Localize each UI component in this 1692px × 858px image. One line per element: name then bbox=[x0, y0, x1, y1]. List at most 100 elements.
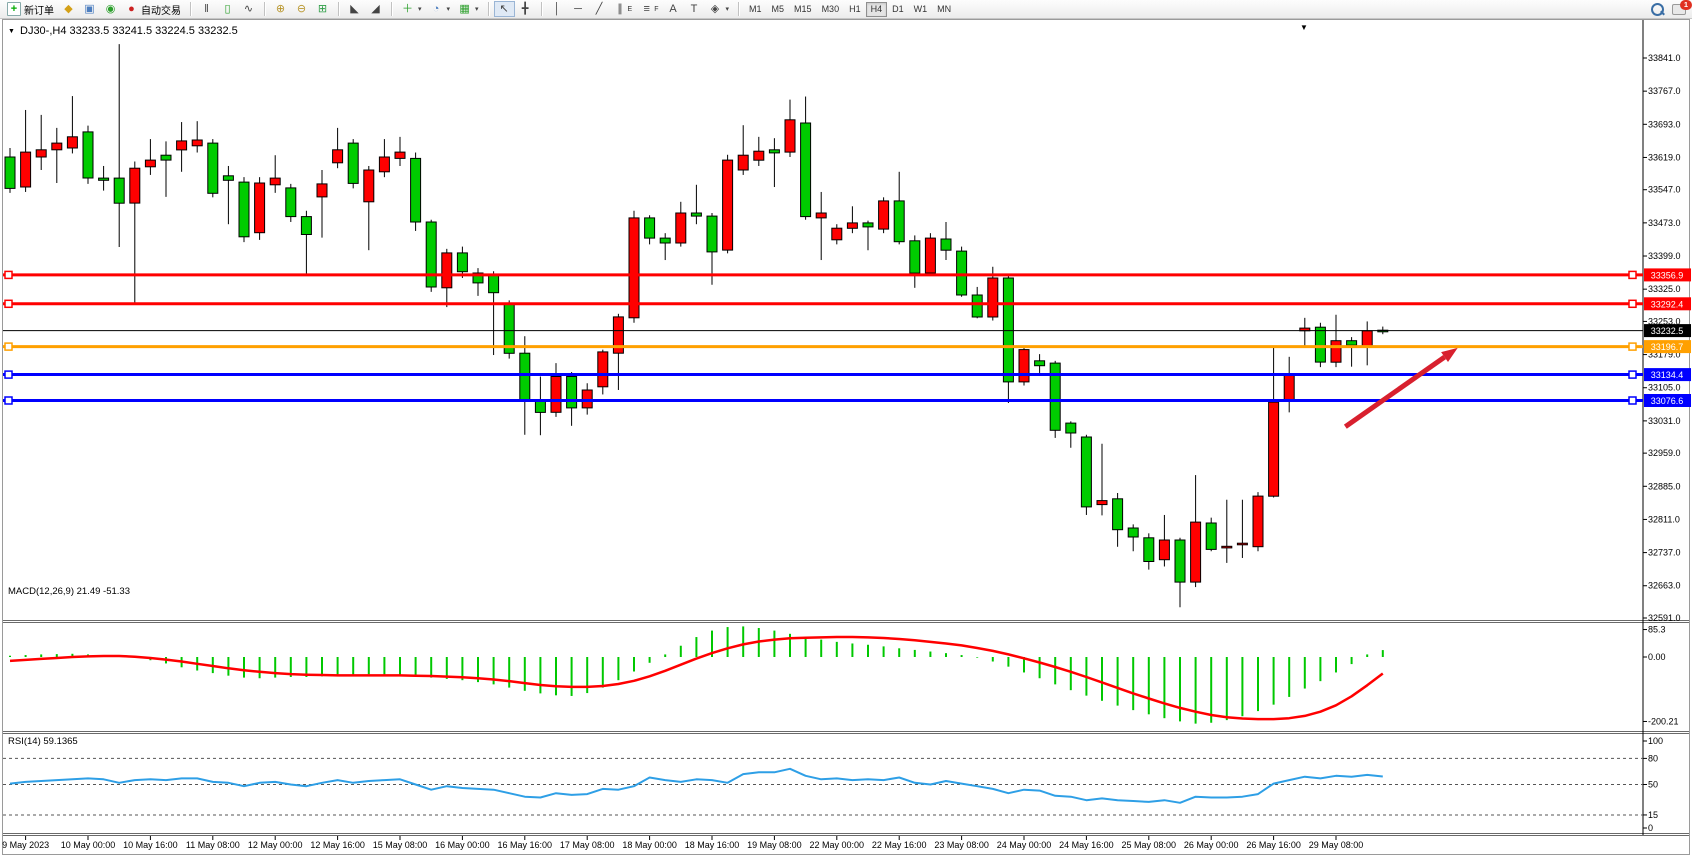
candle-body-up[interactable] bbox=[144, 159, 156, 168]
candle-body-up[interactable] bbox=[878, 200, 890, 230]
resistance-line-2-handle[interactable] bbox=[4, 299, 13, 309]
candle-body-down[interactable] bbox=[956, 250, 968, 296]
candle-body-up[interactable] bbox=[1283, 373, 1295, 402]
text-tool-button[interactable]: A bbox=[663, 1, 684, 17]
candle-body-down[interactable] bbox=[4, 156, 16, 189]
candle-body-down[interactable] bbox=[488, 274, 500, 294]
candle-body-up[interactable] bbox=[316, 183, 328, 198]
periods-button[interactable]: ◔ ▾ bbox=[426, 1, 455, 17]
candle-body-up[interactable] bbox=[815, 212, 827, 219]
candle-body-down[interactable] bbox=[1205, 522, 1217, 550]
candle-body-down[interactable] bbox=[1346, 340, 1358, 346]
vertical-line-button[interactable]: │ bbox=[547, 1, 568, 17]
candle-body-down[interactable] bbox=[566, 376, 578, 409]
candle-body-down[interactable] bbox=[347, 142, 359, 184]
annotation-arrow-head[interactable] bbox=[1441, 347, 1458, 362]
candle-body-up[interactable] bbox=[924, 237, 936, 274]
timeframe-button-mn[interactable]: MN bbox=[932, 2, 956, 17]
pivot-line-handle[interactable] bbox=[1628, 342, 1637, 351]
candle-body-up[interactable] bbox=[1190, 521, 1202, 583]
candle-body-down[interactable] bbox=[410, 157, 422, 223]
candle-body-down[interactable] bbox=[82, 131, 94, 179]
candle-body-up[interactable] bbox=[597, 351, 609, 388]
candles[interactable] bbox=[4, 44, 1389, 608]
fibonacci-button[interactable]: ≡ F bbox=[636, 1, 662, 17]
candle-body-down[interactable] bbox=[1002, 277, 1014, 383]
channel-button[interactable]: ∥ E bbox=[610, 1, 637, 17]
candle-body-up[interactable] bbox=[628, 217, 640, 319]
tile-windows-button[interactable]: ⊞ bbox=[312, 1, 333, 17]
zoom-in-button[interactable]: ⊕ bbox=[270, 1, 291, 17]
horizontal-line-button[interactable]: ─ bbox=[568, 1, 589, 17]
market-watch-button[interactable]: ▣ bbox=[79, 1, 100, 17]
candle-body-up[interactable] bbox=[675, 212, 687, 244]
resistance-line-1-handle[interactable] bbox=[1628, 270, 1637, 280]
candle-body-down[interactable] bbox=[519, 352, 531, 401]
candle-body-up[interactable] bbox=[441, 252, 453, 289]
candle-body-up[interactable] bbox=[784, 119, 796, 153]
candle-body-up[interactable] bbox=[51, 142, 63, 151]
indicators-button[interactable]: ＋ ▾ bbox=[397, 1, 426, 17]
auto-scroll-button[interactable]: ◢ bbox=[365, 1, 386, 17]
search-icon[interactable] bbox=[1651, 2, 1664, 16]
candle-body-down[interactable] bbox=[285, 187, 297, 218]
candle-body-down[interactable] bbox=[1065, 422, 1077, 434]
timeframe-button-d1[interactable]: D1 bbox=[887, 2, 909, 17]
zoom-out-button[interactable]: ⊖ bbox=[291, 1, 312, 17]
candle-body-down[interactable] bbox=[113, 177, 125, 204]
candle-body-up[interactable] bbox=[191, 139, 203, 147]
candle-body-down[interactable] bbox=[909, 240, 921, 274]
candle-body-down[interactable] bbox=[222, 175, 234, 181]
candle-body-up[interactable] bbox=[581, 389, 593, 409]
candle-body-up[interactable] bbox=[987, 277, 999, 318]
candle-body-down[interactable] bbox=[98, 177, 110, 181]
candle-body-down[interactable] bbox=[238, 181, 250, 238]
support-line-1-handle[interactable] bbox=[4, 370, 13, 379]
support-line-2-handle[interactable] bbox=[4, 396, 13, 405]
candle-body-down[interactable] bbox=[1143, 537, 1155, 562]
candle-body-up[interactable] bbox=[1221, 545, 1233, 549]
timeframe-button-m1[interactable]: M1 bbox=[744, 2, 767, 17]
candle-body-down[interactable] bbox=[1049, 362, 1061, 431]
pivot-line-handle[interactable] bbox=[4, 342, 13, 351]
bar-chart-button[interactable]: ‖ bbox=[196, 1, 217, 17]
timeframe-button-h1[interactable]: H1 bbox=[844, 2, 866, 17]
candle-body-down[interactable] bbox=[207, 142, 219, 194]
candlestick-chart-button[interactable]: ▯ bbox=[217, 1, 238, 17]
line-chart-button[interactable]: ∿ bbox=[238, 1, 259, 17]
candle-body-down[interactable] bbox=[1174, 539, 1186, 583]
candle-body-down[interactable] bbox=[1112, 498, 1124, 531]
candle-body-down[interactable] bbox=[800, 122, 812, 218]
candle-body-down[interactable] bbox=[425, 221, 437, 288]
text-label-button[interactable]: T bbox=[684, 1, 705, 17]
candle-body-up[interactable] bbox=[612, 316, 624, 354]
chat-icon[interactable]: 1 bbox=[1672, 0, 1692, 15]
candle-body-up[interactable] bbox=[1096, 500, 1108, 506]
candle-body-down[interactable] bbox=[1034, 360, 1046, 367]
annotation-arrow-shaft[interactable] bbox=[1343, 355, 1447, 429]
auto-trading-button[interactable]: ● 自动交易 bbox=[121, 1, 185, 17]
candle-body-up[interactable] bbox=[66, 136, 78, 149]
candle-body-down[interactable] bbox=[1314, 326, 1326, 363]
candle-body-down[interactable] bbox=[659, 237, 671, 244]
cursor-button[interactable]: ↖ bbox=[493, 1, 515, 17]
candle-body-down[interactable] bbox=[971, 294, 983, 318]
support-line-2-handle[interactable] bbox=[1628, 396, 1637, 405]
profiles-button[interactable]: ◆ bbox=[58, 1, 79, 17]
candle-body-up[interactable] bbox=[378, 156, 390, 173]
timeframe-button-w1[interactable]: W1 bbox=[909, 2, 933, 17]
candle-body-down[interactable] bbox=[456, 252, 468, 273]
candle-body-down[interactable] bbox=[1080, 436, 1092, 508]
chart-shift-button[interactable]: ◣ bbox=[344, 1, 365, 17]
candle-body-up[interactable] bbox=[1158, 539, 1170, 561]
arrows-button[interactable]: ◈ ▾ bbox=[705, 1, 734, 17]
candle-body-up[interactable] bbox=[722, 159, 734, 251]
resistance-line-1-handle[interactable] bbox=[4, 270, 13, 280]
candle-body-up[interactable] bbox=[1268, 401, 1280, 497]
candle-body-up[interactable] bbox=[550, 376, 562, 413]
timeframe-button-m30[interactable]: M30 bbox=[817, 2, 845, 17]
candle-body-up[interactable] bbox=[269, 177, 281, 186]
candle-body-up[interactable] bbox=[254, 182, 266, 234]
candle-body-down[interactable] bbox=[893, 200, 905, 243]
candle-body-up[interactable] bbox=[753, 150, 765, 161]
